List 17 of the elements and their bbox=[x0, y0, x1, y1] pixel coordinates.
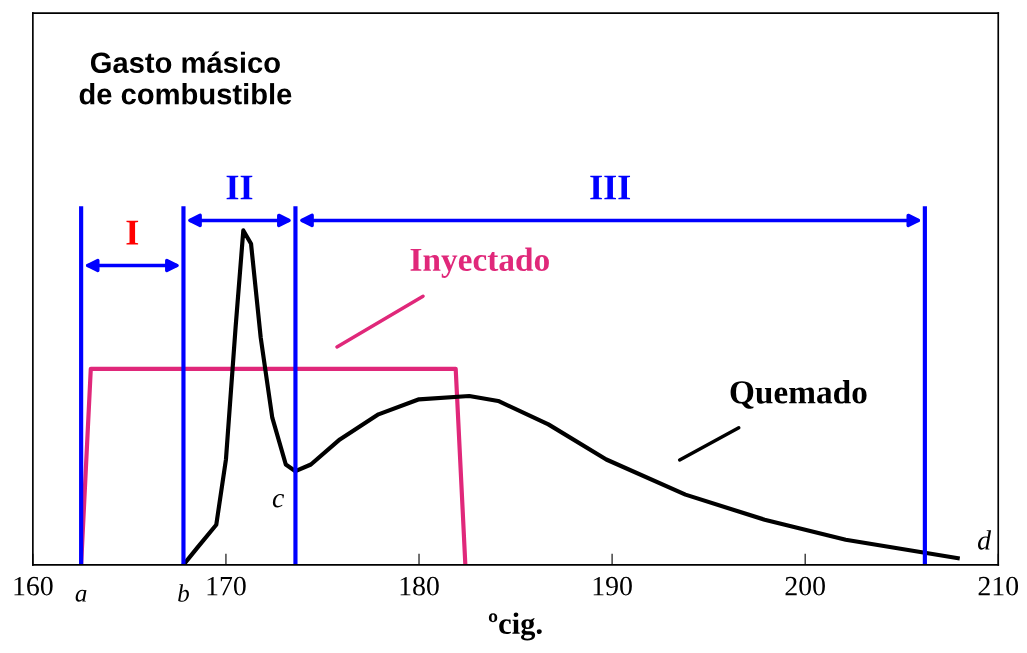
x-tick-label: 170 bbox=[207, 576, 246, 596]
x-tick-label: 180 bbox=[400, 576, 439, 596]
x-tick-label: 190 bbox=[593, 576, 632, 596]
x-tick-label: 160 bbox=[14, 576, 53, 596]
text: Quemado bbox=[730, 380, 867, 409]
text: III bbox=[590, 175, 631, 200]
chart-title: Gasto másico de combustible bbox=[79, 51, 292, 105]
x-axis-title: ºcig. bbox=[488, 612, 542, 641]
annotation: I bbox=[126, 220, 139, 245]
x-tick-label: 210 bbox=[978, 576, 1019, 596]
x-tick-label: b bbox=[178, 584, 189, 602]
x-tick-label: 200 bbox=[785, 576, 825, 596]
text: Inyectado bbox=[410, 247, 549, 278]
x-tick-label: a bbox=[75, 589, 87, 602]
text: II bbox=[226, 175, 253, 200]
annotation: c bbox=[272, 494, 285, 508]
annotation: d bbox=[977, 530, 992, 550]
